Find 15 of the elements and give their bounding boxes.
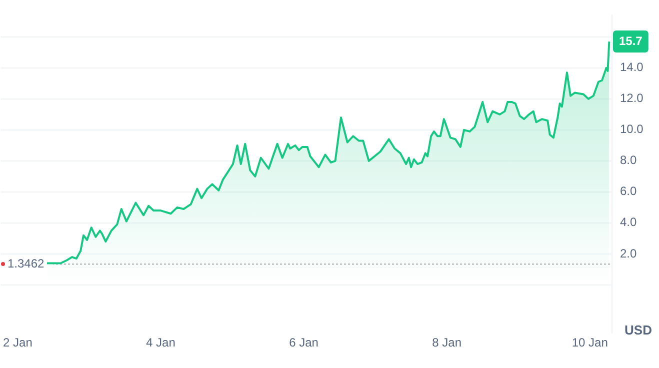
y-tick-label: 12.0 [620, 91, 644, 106]
ref-line-label: 1.3462 [7, 256, 45, 270]
y-tick-label: 4.0 [620, 215, 638, 230]
y-tick-label: 10.0 [620, 122, 644, 136]
y-tick-label: 8.0 [620, 153, 638, 168]
x-tick-label: 10 Jan [572, 336, 608, 350]
y-axis-title: USD [624, 322, 652, 338]
annotation: 15.7 [619, 34, 643, 48]
x-tick-label: 6 Jan [289, 336, 318, 350]
y-tick-label: 6.0 [620, 184, 638, 198]
y-tick-label: 14.0 [620, 60, 644, 74]
x-tick-label: 2 Jan [3, 336, 32, 350]
y-tick-label: 2.0 [620, 246, 638, 260]
x-tick-label: 8 Jan [432, 336, 462, 350]
x-tick-label: 4 Jan [146, 336, 176, 350]
